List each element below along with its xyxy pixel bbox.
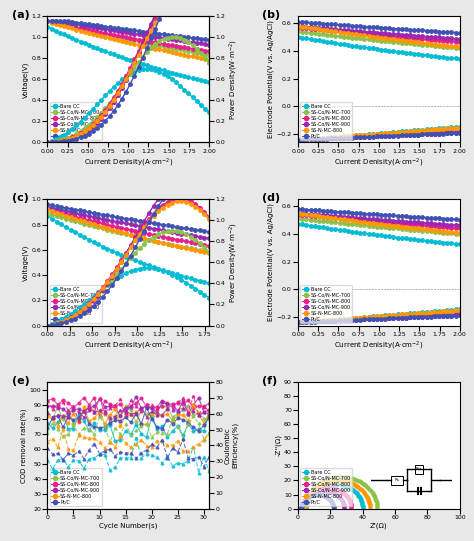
X-axis label: Cycle Number(s): Cycle Number(s) xyxy=(99,523,157,529)
X-axis label: Current Denisity(A·cm$^{-2}$): Current Denisity(A·cm$^{-2}$) xyxy=(83,340,173,352)
X-axis label: Z'(Ω): Z'(Ω) xyxy=(370,523,388,529)
X-axis label: Current Denisity(A·cm$^{-2}$): Current Denisity(A·cm$^{-2}$) xyxy=(334,156,424,169)
Y-axis label: Electrode Potential(V vs. Ag/AgCl): Electrode Potential(V vs. Ag/AgCl) xyxy=(267,21,274,138)
X-axis label: Current Denisity(A·cm$^{-2}$): Current Denisity(A·cm$^{-2}$) xyxy=(83,156,173,169)
Text: (c): (c) xyxy=(12,193,29,203)
Text: (a): (a) xyxy=(12,10,29,20)
Y-axis label: Electrode Potential(V vs. Ag/AgCl): Electrode Potential(V vs. Ag/AgCl) xyxy=(267,203,274,321)
Y-axis label: Voltage(V): Voltage(V) xyxy=(22,61,28,97)
Legend: Bare CC, SS-Co/N-MC-700, SS-Co/N-MC-800, SS-Co/N-MC-900, SS-N-MC-800, Pt/C: Bare CC, SS-Co/N-MC-700, SS-Co/N-MC-800,… xyxy=(301,469,352,506)
Text: (d): (d) xyxy=(263,193,281,203)
Legend: Bare CC, SS-Co/N-MC-700, SS-Co/N-MC-800, SS-Co/N-MC-900, SS-N-MC-800, Pt/C: Bare CC, SS-Co/N-MC-700, SS-Co/N-MC-800,… xyxy=(50,469,102,506)
Y-axis label: Power Density(W·m$^{-2}$): Power Density(W·m$^{-2}$) xyxy=(228,39,240,120)
Legend: Bare CC, SS-Co/N-MC-700, SS-Co/N-MC-800, SS-Co/N-MC-900, SS-N-MC-800, Pt/C: Bare CC, SS-Co/N-MC-700, SS-Co/N-MC-800,… xyxy=(301,285,352,323)
Text: (b): (b) xyxy=(263,10,281,20)
Legend: Bare CC, SS-Co/N-MC-700, SS-Co/N-MC-800, SS-Co/N-MC-900, SS-N-MC-800, Pt/C: Bare CC, SS-Co/N-MC-700, SS-Co/N-MC-800,… xyxy=(50,285,102,323)
Text: (f): (f) xyxy=(263,376,278,386)
Y-axis label: -Z''(Ω): -Z''(Ω) xyxy=(274,434,281,457)
Y-axis label: Power Density(W·m$^{-2}$): Power Density(W·m$^{-2}$) xyxy=(228,222,240,303)
Y-axis label: Coulombic
Efficiency(%): Coulombic Efficiency(%) xyxy=(225,423,238,469)
Y-axis label: COD removal rate(%): COD removal rate(%) xyxy=(20,408,27,483)
Legend: Bare CC, SS-Co/N-MC-700, SS-Co/N-MC-800, SS-Co/N-MC-900, SS-N-MC-800, Pt/C: Bare CC, SS-Co/N-MC-700, SS-Co/N-MC-800,… xyxy=(301,102,352,140)
Y-axis label: Voltage(V): Voltage(V) xyxy=(22,244,28,281)
Legend: Bare CC, SS-Co/N-MC-700, SS-Co/N-MC-800, SS-Co/N-MC-900, SS-N-MC-800, Pt/C: Bare CC, SS-Co/N-MC-700, SS-Co/N-MC-800,… xyxy=(50,102,102,140)
Text: (e): (e) xyxy=(12,376,29,386)
X-axis label: Current Denisity(A·cm$^{-2}$): Current Denisity(A·cm$^{-2}$) xyxy=(334,340,424,352)
